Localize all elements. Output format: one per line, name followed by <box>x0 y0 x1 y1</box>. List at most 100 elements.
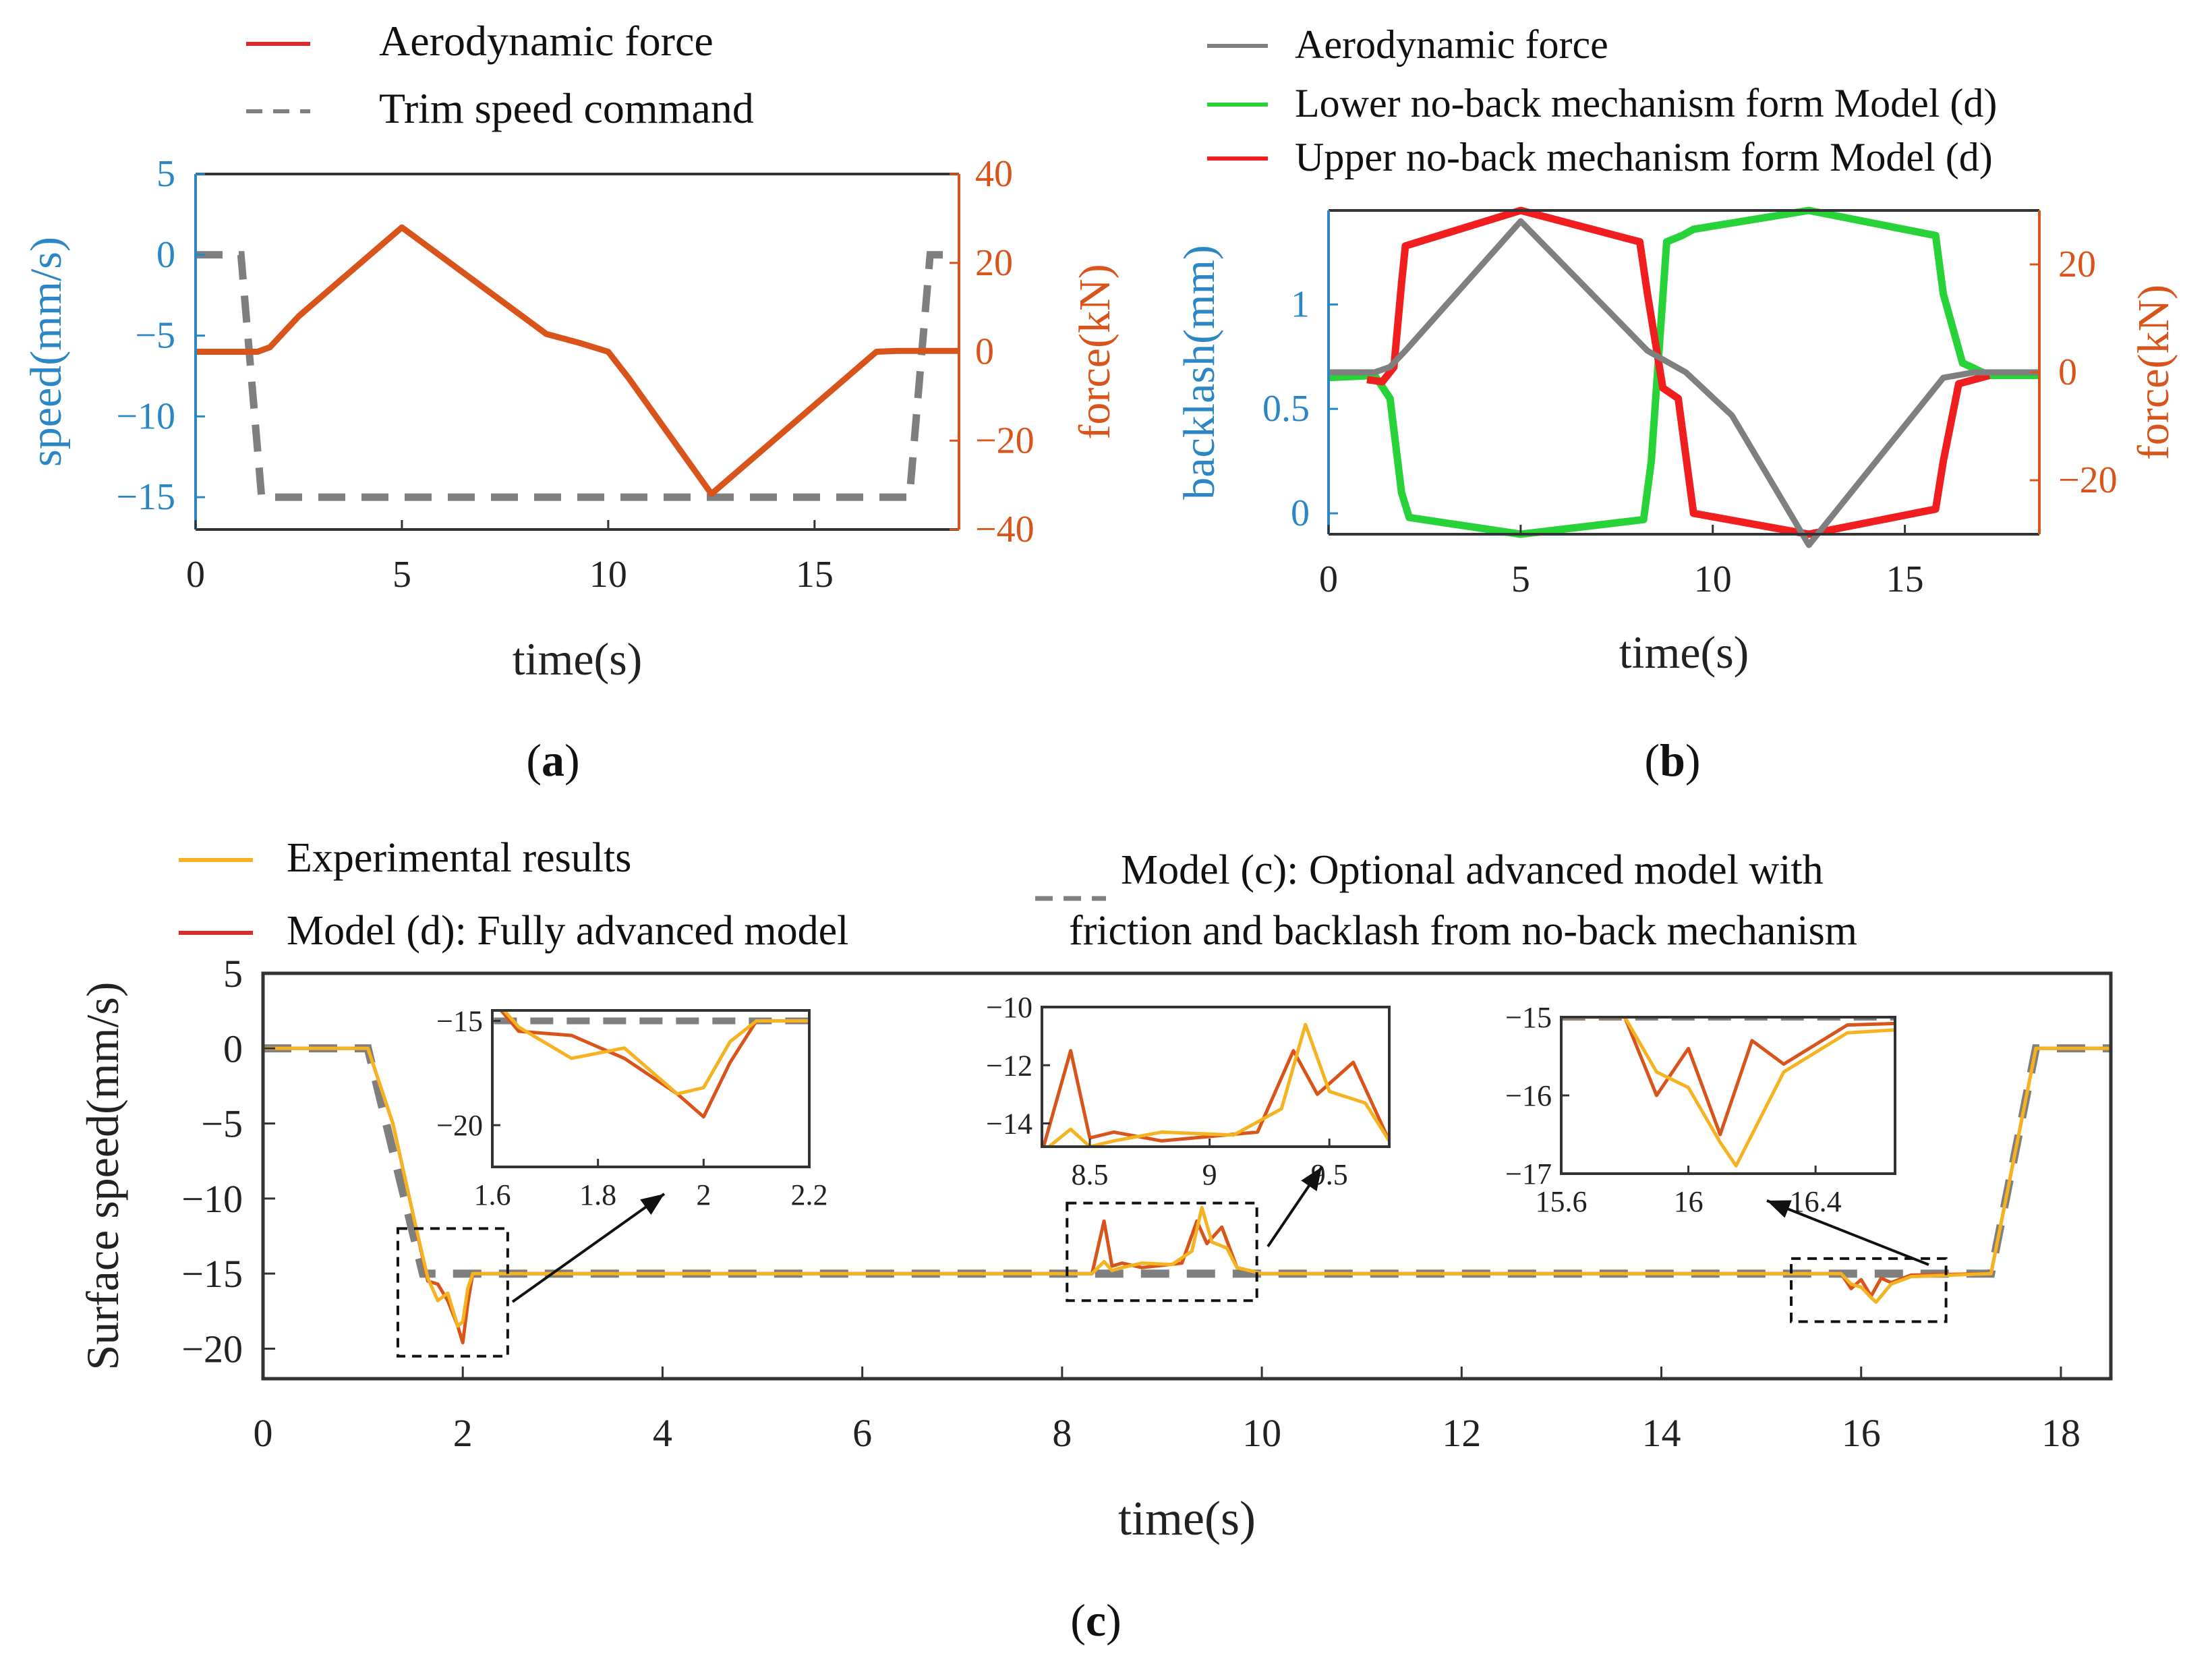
inset-2: 8.5 9 9.5−10−12−14 <box>986 991 1391 1191</box>
legend-label: Aerodynamic force <box>1295 22 1608 67</box>
y-tick-label-right: −20 <box>975 420 1035 461</box>
inset-x-tick-label: 2 <box>696 1178 711 1211</box>
inset-plot-area <box>492 1010 809 1119</box>
y-tick-label-right: 40 <box>975 153 1013 195</box>
series-model-c <box>263 1044 2111 1278</box>
x-tick-label: 10 <box>1242 1411 1281 1455</box>
y-axis-label-right: force(kN) <box>2129 285 2178 460</box>
inset-y-tick-label: −15 <box>1505 1001 1552 1034</box>
y-axis-label-left: speed(mm/s) <box>22 237 71 467</box>
inset-3: 15.6 16 16.4−15−16−17 <box>1505 1001 1896 1218</box>
legend-label: Lower no-back mechanism form Model (d) <box>1295 81 1997 125</box>
x-tick-label: 15 <box>1886 558 1924 600</box>
zoom-arrow <box>511 1193 666 1303</box>
inset-series-experimental <box>1561 1017 1895 1168</box>
y-tick-label-right: −40 <box>975 509 1035 550</box>
panel-label-c: (c) <box>1070 1595 1122 1646</box>
legend-label: friction and backlash from no-back mecha… <box>1069 908 1857 954</box>
x-tick-label: 10 <box>589 554 627 596</box>
inset-series-experimental <box>502 1010 809 1096</box>
zoom-box <box>1066 1201 1258 1302</box>
inset-y-tick-label: −17 <box>1505 1157 1552 1191</box>
y-tick-label-right: 0 <box>975 331 994 373</box>
inset-y-tick-label: −14 <box>986 1108 1032 1141</box>
x-tick-label: 0 <box>254 1411 273 1455</box>
x-tick-label: 6 <box>852 1411 872 1455</box>
x-tick-label: 14 <box>1642 1411 1681 1455</box>
y-axis-label-left: backlash(mm) <box>1175 245 1224 500</box>
panel-b: Aerodynamic force Lower no-back mechanism… <box>1175 22 2178 786</box>
x-tick-label: 5 <box>392 554 411 596</box>
inset-frame <box>491 1009 811 1168</box>
y-tick-label-right: −20 <box>2058 459 2118 501</box>
x-tick-label: 10 <box>1694 558 1732 600</box>
y-tick-label: −20 <box>181 1327 243 1371</box>
legend-label: Model (d): Fully advanced model <box>287 908 848 954</box>
y-tick-label: 5 <box>223 952 243 996</box>
y-axis-label-right: force(kN) <box>1070 264 1119 439</box>
inset-y-tick-label: −15 <box>436 1004 483 1037</box>
inset-x-tick-label: 16 <box>1674 1185 1704 1218</box>
y-tick-label-left: 1 <box>1291 283 1310 325</box>
y-tick-label-right: 20 <box>975 242 1013 284</box>
legend-label: Experimental results <box>287 835 631 881</box>
y-tick-label-right: 0 <box>2058 351 2077 393</box>
x-axis-label: time(s) <box>1619 627 1749 678</box>
x-tick-label: 0 <box>186 554 205 596</box>
panel-label-letter: c <box>1086 1595 1106 1646</box>
x-axis-label: time(s) <box>1118 1491 1256 1545</box>
legend-label: Upper no-back mechanism form Model (d) <box>1295 135 1993 179</box>
inset-y-tick-label: −16 <box>1505 1079 1552 1112</box>
x-axis-label: time(s) <box>513 633 643 685</box>
inset-plot-area <box>1042 1023 1389 1147</box>
zoom-arrow <box>1766 1199 1929 1266</box>
inset-series-experimental <box>1046 1023 1389 1147</box>
legend-label: Model (c): Optional advanced model with <box>1121 847 1824 893</box>
x-tick-label: 5 <box>1511 558 1530 600</box>
series-upper-no-back <box>1366 206 1991 538</box>
series-aerodynamic-force <box>196 224 959 497</box>
inset-x-tick-label: 15.6 <box>1536 1185 1588 1218</box>
inset-background <box>492 1010 809 1167</box>
inset-1: 1.6 1.8 2 2.2 −15 −20 <box>436 1004 828 1211</box>
x-tick-label: 18 <box>2041 1411 2080 1455</box>
series-aerodynamic-force <box>1329 218 2039 548</box>
inset-series-model-d <box>1042 1049 1389 1147</box>
panel-label-a: (a) <box>526 735 579 786</box>
inset-y-tick-label: −20 <box>436 1109 483 1142</box>
inset-x-tick-label: 1.8 <box>579 1178 616 1211</box>
panel-label-letter: a <box>542 735 564 786</box>
x-tick-label: 8 <box>1052 1411 1072 1455</box>
series-experimental <box>263 1046 2111 1328</box>
inset-background <box>1561 1017 1895 1174</box>
y-tick-label-left: −15 <box>116 476 175 518</box>
inset-x-tick-label: 9 <box>1202 1158 1217 1191</box>
y-tick-label-left: 0 <box>156 234 175 276</box>
zoom-box <box>396 1227 509 1358</box>
legend-label: Aerodynamic force <box>379 17 714 65</box>
x-tick-label: 0 <box>1319 558 1338 600</box>
inset-frame <box>1041 1006 1391 1148</box>
x-tick-label: 15 <box>796 554 834 596</box>
y-tick-label-left: −10 <box>116 395 175 437</box>
inset-plot-area <box>1561 1017 1895 1168</box>
y-tick-label-left: −5 <box>135 315 175 357</box>
zoom-arrow-head <box>1301 1167 1322 1191</box>
series-model-d <box>263 1046 2111 1345</box>
inset-x-tick-label: 8.5 <box>1072 1158 1109 1191</box>
x-tick-label: 4 <box>653 1411 672 1455</box>
y-tick-label: −10 <box>181 1177 243 1221</box>
x-tick-label: 2 <box>453 1411 473 1455</box>
inset-x-tick-label: 1.6 <box>474 1178 511 1211</box>
panel-label-letter: b <box>1660 735 1685 786</box>
y-tick-label: −5 <box>201 1102 243 1146</box>
zoom-arrow-head <box>640 1194 664 1215</box>
zoom-arrow-head <box>1767 1200 1792 1218</box>
panel-a: Aerodynamic force Trim speed command 0 5 10 1… <box>22 17 1119 786</box>
panel-label-b: (b) <box>1644 735 1700 786</box>
inset-x-tick-label: 2.2 <box>791 1178 828 1211</box>
zoom-box <box>1790 1257 1948 1323</box>
inset-y-tick-label: −10 <box>986 991 1032 1024</box>
